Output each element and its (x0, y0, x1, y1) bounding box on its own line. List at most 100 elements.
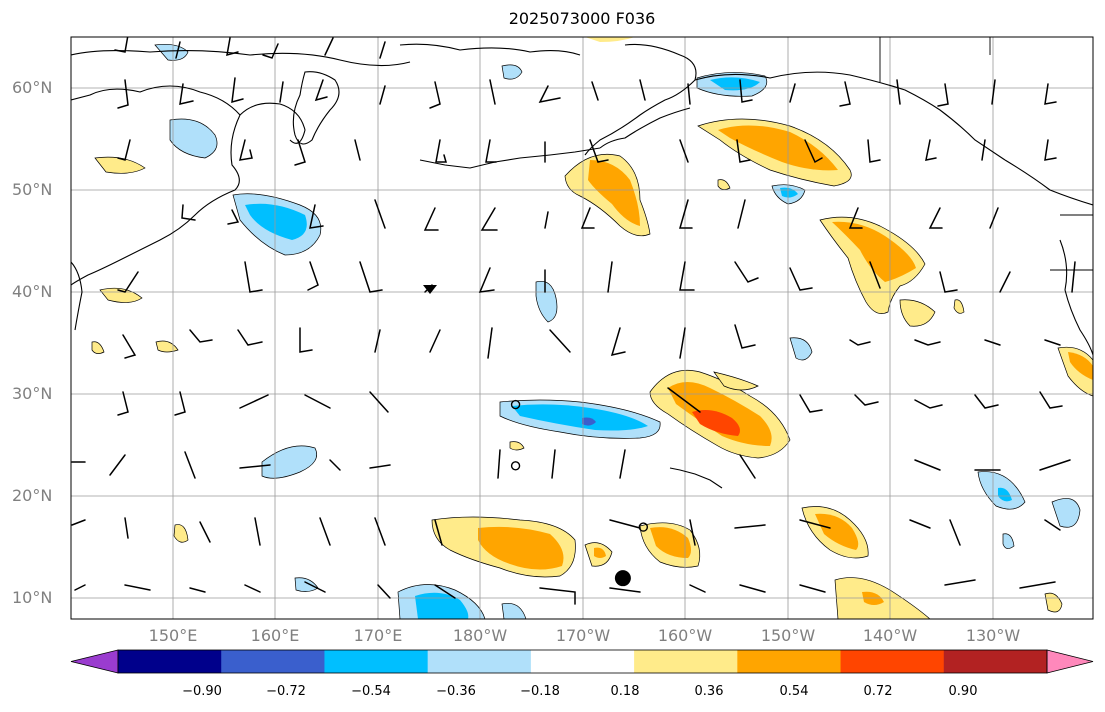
e-tropical-negative-core (998, 487, 1012, 502)
w-positive-small (155, 340, 179, 353)
tropical-positive-west-core (478, 526, 564, 570)
colorbar-tick-label: 0.90 (948, 684, 978, 699)
lat-label-50n: 50°N (12, 180, 53, 199)
bering-positive-core (588, 160, 640, 226)
colorbar-segment (324, 650, 429, 673)
far-e-negative (1051, 498, 1081, 528)
station-circle (638, 522, 649, 532)
nw-negative-small (169, 118, 218, 159)
ne-negative-small (789, 337, 813, 361)
lon-label-130w: 130°W (965, 626, 1021, 645)
colorbar-segment (427, 650, 532, 673)
alaska-panhandle (1004, 159, 1093, 206)
alaska-peninsula (599, 107, 691, 149)
colorbar-tick-label: −0.36 (436, 684, 476, 699)
colorbar-segment (737, 650, 842, 673)
chukotka (399, 43, 581, 56)
lon-label-170w: 170°W (555, 626, 611, 645)
lat-label-20n: 20°N (12, 486, 53, 505)
colorbar-extend-high (1046, 649, 1094, 674)
colorbar-frame (117, 649, 1048, 674)
mid-negative-blob (535, 281, 558, 323)
canada-border (879, 37, 1093, 271)
asia-coast (71, 85, 241, 286)
hawaii-islands (669, 467, 723, 489)
top-positive-sliver (585, 37, 635, 42)
plot-frame (70, 36, 1094, 620)
ne-pacific-positive-core (832, 221, 916, 282)
colorbar-segment (840, 650, 945, 673)
alaska-west (584, 43, 697, 156)
ne-positive-tiny (953, 299, 965, 314)
alaska-south (694, 71, 1006, 161)
anomaly-shading (91, 37, 1093, 619)
colorbar-segment (943, 650, 1048, 673)
lon-label-160w: 160°W (657, 626, 713, 645)
colorbar-tick-label: −0.72 (266, 684, 306, 699)
marianas-negative-core (415, 592, 469, 619)
graticule (71, 37, 1093, 619)
nw-positive-1 (94, 156, 146, 174)
colorbar-segment (530, 650, 635, 673)
chart-title: 2025073000 F036 (508, 9, 656, 28)
hawaii-n-positive-peak (692, 410, 740, 436)
tropical-positive-central-core (650, 527, 691, 558)
kamchatka-negative-core (245, 203, 307, 240)
colorbar-tick-label: 0.72 (863, 684, 893, 699)
japan-islands (71, 261, 83, 331)
alaska-positive-core (718, 125, 838, 171)
mid-positive-small (509, 441, 525, 451)
bering-negative-small (501, 64, 523, 80)
ne-far-negative-small (1002, 533, 1015, 549)
kamchatka (292, 71, 340, 145)
aleutian-chain (419, 147, 601, 169)
lon-label-150e: 150°E (148, 626, 198, 645)
station-circle (510, 399, 521, 410)
ne-pacific-small (899, 299, 936, 327)
subtropical-negative-center (582, 417, 596, 426)
lon-label-180w: 180°W (452, 626, 508, 645)
lon-label-170e: 170°E (353, 626, 403, 645)
se-positive-small (1044, 592, 1063, 613)
station-dot (614, 570, 631, 587)
nw-us-coast (1059, 239, 1093, 356)
colorbar-tick-label: −0.90 (182, 684, 222, 699)
siberia-north (71, 49, 411, 67)
colorbar-tick-label: −0.54 (351, 684, 391, 699)
colorbar-segment (118, 650, 222, 673)
nw-negative-top (154, 43, 189, 61)
colorbar-segment (634, 650, 738, 673)
ne-coast-core (1068, 352, 1093, 380)
colorbar (70, 649, 1094, 674)
station-circle (510, 461, 521, 471)
lon-label-140w: 140°W (862, 626, 918, 645)
colorbar-segment (221, 650, 325, 673)
tropical-positive-east-core (815, 513, 859, 550)
sw-positive-small (173, 524, 189, 543)
far-w-positive-small (91, 341, 105, 354)
colorbar-tick-label: 0.36 (694, 684, 724, 699)
w-tropical-negative (261, 445, 318, 479)
markers (510, 399, 649, 587)
lon-label-160e: 160°E (250, 626, 300, 645)
lat-label-10n: 10°N (12, 588, 53, 607)
lat-label-40n: 40°N (12, 282, 53, 301)
lat-label-60n: 60°N (12, 78, 53, 97)
sw-negative-small (294, 577, 319, 592)
colorbar-tick-label: −0.18 (520, 684, 560, 699)
ak-positive-tiny (717, 179, 731, 190)
colorbar-extend-low (70, 649, 119, 674)
barb-flag (423, 285, 437, 294)
subtropical-negative-core (512, 404, 648, 431)
hawaii-ne-small (713, 371, 759, 391)
tropical-positive-small-core (594, 547, 606, 558)
lon-label-150w: 150°W (760, 626, 816, 645)
colorbar-tick-label: 0.54 (779, 684, 809, 699)
wind-barbs (71, 37, 1076, 605)
aleutian-negative-core (710, 77, 760, 91)
lat-label-30n: 30°N (12, 384, 53, 403)
s-negative-small (501, 603, 527, 619)
colorbar-tick-label: 0.18 (610, 684, 640, 699)
coastlines (71, 43, 1093, 489)
